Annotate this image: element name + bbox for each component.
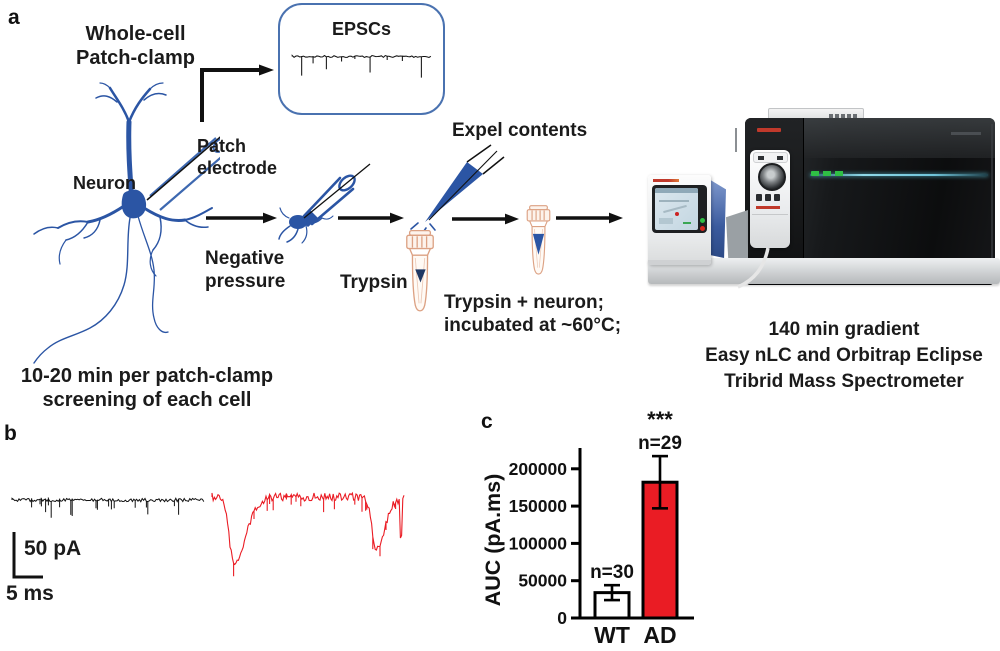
neuron-in-tube (415, 269, 426, 283)
red-indicator (700, 226, 705, 231)
patch-timing-note: 10-20 min per patch-clamp screening of e… (20, 365, 274, 412)
nlc-screen-bezel (652, 185, 707, 233)
neuron-illustration (33, 82, 220, 364)
scale-bar-horizontal-label: 5 ms (6, 582, 54, 605)
y-tick-label: 100000 (509, 533, 568, 553)
model-name-mark (951, 132, 981, 135)
source-gauge (758, 163, 786, 191)
green-indicator (700, 218, 705, 223)
brand-logo-mark (653, 179, 679, 182)
panel-c-label: c (481, 410, 493, 433)
y-tick-label: 200000 (509, 459, 568, 479)
ms-caption: 140 min gradient Easy nLC and Orbitrap E… (705, 319, 983, 393)
support-wedge (726, 210, 748, 258)
neuron-label: Neuron (73, 173, 136, 193)
n-label: n=30 (590, 562, 634, 583)
epsc-trace (291, 54, 432, 78)
expel-contents-label: Expel contents (452, 120, 588, 141)
significance-stars: *** (647, 407, 673, 432)
easy-nlc-unit (648, 175, 711, 265)
panel-b-label: b (4, 422, 17, 445)
patch-electrode-label: Patch electrode (197, 136, 278, 178)
expel-pipette (410, 144, 505, 235)
epsc-title: EPSCs (331, 19, 392, 39)
neuron-soma (121, 189, 147, 219)
y-axis-label: AUC (pA.ms) (481, 474, 505, 607)
panel-a-label: a (8, 6, 20, 29)
method-title: Whole-cell Patch-clamp (76, 23, 195, 70)
green-led-indicators (811, 171, 847, 176)
ion-source-module (750, 150, 790, 248)
ephys-traces (11, 491, 405, 579)
y-tick-label: 50000 (518, 571, 567, 591)
x-category-label: AD (643, 622, 676, 648)
n-label: n=29 (638, 433, 682, 454)
source-cable (737, 247, 770, 289)
wt-trace (11, 497, 205, 518)
extracted-neuron-pipette (278, 163, 371, 244)
y-tick-label: 0 (557, 608, 567, 628)
epsc-inset-box: EPSCs (278, 3, 445, 115)
brand-logo-mark (757, 128, 781, 132)
x-category-label: WT (594, 622, 630, 648)
trypsin-label: Trypsin (340, 272, 408, 293)
spray-needle (735, 128, 737, 152)
patch-electrode-icon (146, 136, 220, 211)
auc-bar-chart: n=30 WT n=29 AD *** 0 50000 100000 150000 200000A… (481, 407, 694, 648)
status-light-bar (810, 174, 988, 176)
incubation-tube-icon (526, 205, 551, 275)
nlc-touchscreen (655, 188, 698, 230)
scale-bars (12, 532, 43, 579)
ad-trace (211, 491, 405, 577)
incubation-label: Trypsin + neuron; incubated at ~60°C; (444, 292, 622, 337)
scale-bar-vertical-label: 50 pA (24, 537, 82, 560)
negative-pressure-label: Negative pressure (205, 248, 286, 293)
trypsin-tube-icon (406, 229, 434, 312)
neuron-in-tube (532, 233, 545, 255)
y-tick-label: 150000 (509, 496, 568, 516)
mass-spectrometer-illustration (640, 100, 1000, 300)
